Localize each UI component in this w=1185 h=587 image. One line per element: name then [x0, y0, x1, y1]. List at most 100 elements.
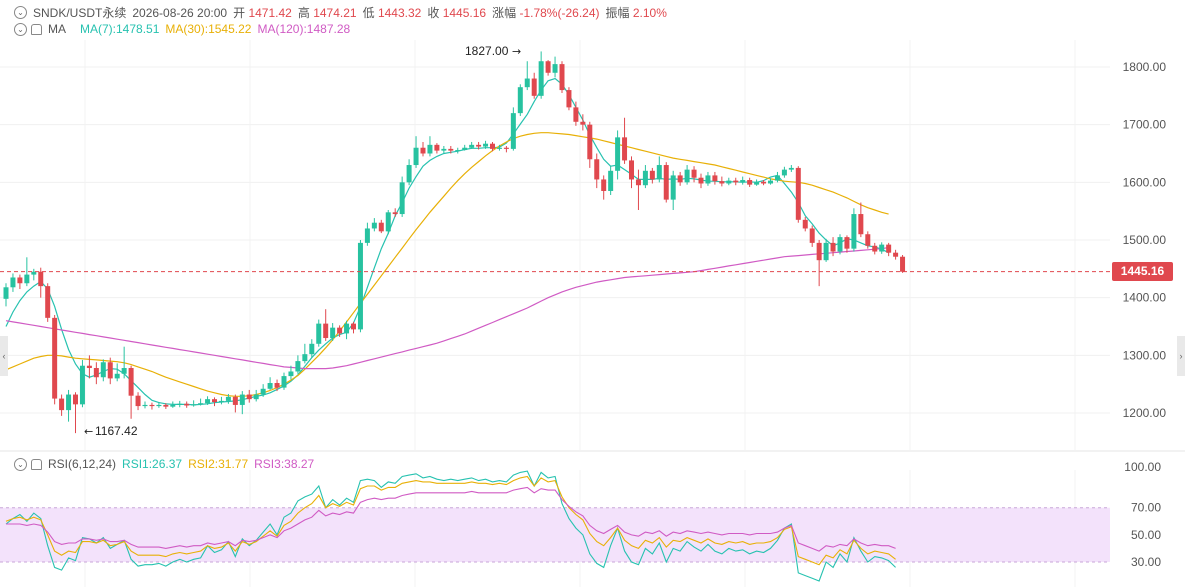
rsi-tick-label: 100.00: [1124, 460, 1161, 474]
candle-body: [441, 148, 447, 151]
candle: [52, 314, 58, 405]
rsi-alert-bell-icon[interactable]: [31, 458, 42, 470]
candle: [629, 156, 634, 189]
y-tick-label: 1200.00: [1123, 406, 1167, 420]
candle: [441, 146, 447, 154]
low-value: 1443.32: [377, 6, 422, 20]
candle: [253, 389, 259, 402]
candle: [93, 362, 99, 385]
candle-body: [86, 365, 92, 369]
candle-body: [677, 175, 683, 183]
candle-body: [218, 400, 224, 403]
candle: [726, 177, 732, 186]
candle-body: [170, 404, 176, 407]
ma30-value: MA(30):1545.22: [165, 22, 252, 36]
rsi1-line: [5, 470, 896, 582]
candle-body: [774, 175, 780, 181]
current-price-badge: 1445.16: [1112, 262, 1173, 281]
candle: [191, 400, 197, 407]
candle: [10, 273, 16, 292]
candle-body: [483, 143, 489, 147]
candle-body: [38, 271, 44, 287]
change-label: 涨幅: [492, 6, 517, 20]
candle-body: [684, 169, 690, 183]
candle-body: [900, 256, 906, 272]
candle-body: [601, 179, 607, 191]
candle-body: [886, 244, 892, 253]
y-tick-label: 1700.00: [1123, 118, 1167, 132]
candle-body: [10, 277, 16, 288]
candle-body: [517, 87, 523, 114]
candle-body: [795, 167, 801, 220]
candle: [538, 51, 544, 99]
candle: [45, 283, 51, 322]
rsi-legend: ⌄ RSI(6,12,24) RSI1:26.37 RSI2:31.77 RSI…: [14, 457, 314, 471]
candle: [385, 210, 391, 235]
scroll-right-handle-icon[interactable]: ›: [1177, 336, 1185, 376]
candle-body: [698, 177, 704, 184]
candle-body: [893, 252, 899, 257]
candle: [531, 72, 537, 99]
candle-body: [733, 180, 739, 183]
candle-body: [135, 395, 141, 407]
collapse-chevron-icon[interactable]: ⌄: [14, 6, 27, 19]
candle: [608, 166, 614, 196]
rsi2-line: [5, 475, 896, 566]
candle: [434, 143, 440, 154]
ma-indicator-label[interactable]: MA: [48, 22, 66, 36]
symbol-name: SNDK/USDT永续: [33, 6, 127, 20]
candle: [503, 146, 509, 153]
candle-body: [545, 61, 551, 73]
candle: [59, 394, 65, 416]
candle: [198, 398, 204, 406]
ma7-value: MA(7):1478.51: [80, 22, 160, 36]
candle-body: [531, 78, 537, 96]
rsi-tick-label: 70.00: [1131, 501, 1161, 515]
candle-body: [3, 287, 9, 299]
rsi-indicator-label[interactable]: RSI(6,12,24): [48, 457, 117, 471]
candle: [24, 257, 30, 287]
candle: [663, 162, 669, 203]
candle: [802, 216, 808, 232]
candle: [100, 359, 106, 382]
candle-body: [566, 90, 572, 108]
rsi-y-axis: 100.00 70.00 50.00 30.00: [1124, 460, 1161, 569]
candle-body: [66, 394, 72, 411]
grid-lines: [0, 40, 1185, 587]
candle: [691, 166, 697, 183]
rsi-collapse-chevron-icon[interactable]: ⌄: [14, 457, 27, 471]
candle-body: [316, 323, 322, 344]
candle: [635, 169, 641, 211]
candle: [357, 240, 363, 333]
candle: [170, 401, 176, 408]
ma7-line: [5, 77, 889, 406]
candle: [483, 140, 489, 149]
candle: [295, 355, 301, 374]
candle: [260, 384, 266, 397]
candle-body: [635, 179, 641, 186]
ma-collapse-chevron-icon[interactable]: ⌄: [14, 22, 27, 36]
candle-body: [267, 383, 273, 389]
candle: [754, 179, 760, 186]
candle-body: [552, 64, 558, 73]
candle-body: [788, 167, 794, 170]
ma-alert-bell-icon[interactable]: [31, 23, 42, 35]
candle-body: [629, 160, 634, 180]
candle: [73, 392, 78, 434]
candle: [642, 165, 648, 189]
y-tick-label: 1400.00: [1123, 291, 1167, 305]
candle-body: [191, 404, 197, 406]
candle-body: [337, 327, 343, 334]
scroll-left-handle-icon[interactable]: ‹: [0, 336, 8, 376]
candle-body: [726, 180, 732, 184]
candle: [788, 165, 794, 172]
candle-body: [781, 169, 787, 176]
candle: [337, 325, 343, 337]
candle-body: [73, 394, 78, 405]
candle-body: [295, 361, 301, 372]
candle-body: [559, 64, 565, 91]
candle: [768, 178, 773, 185]
candle-body: [107, 362, 113, 379]
candle: [573, 101, 579, 126]
